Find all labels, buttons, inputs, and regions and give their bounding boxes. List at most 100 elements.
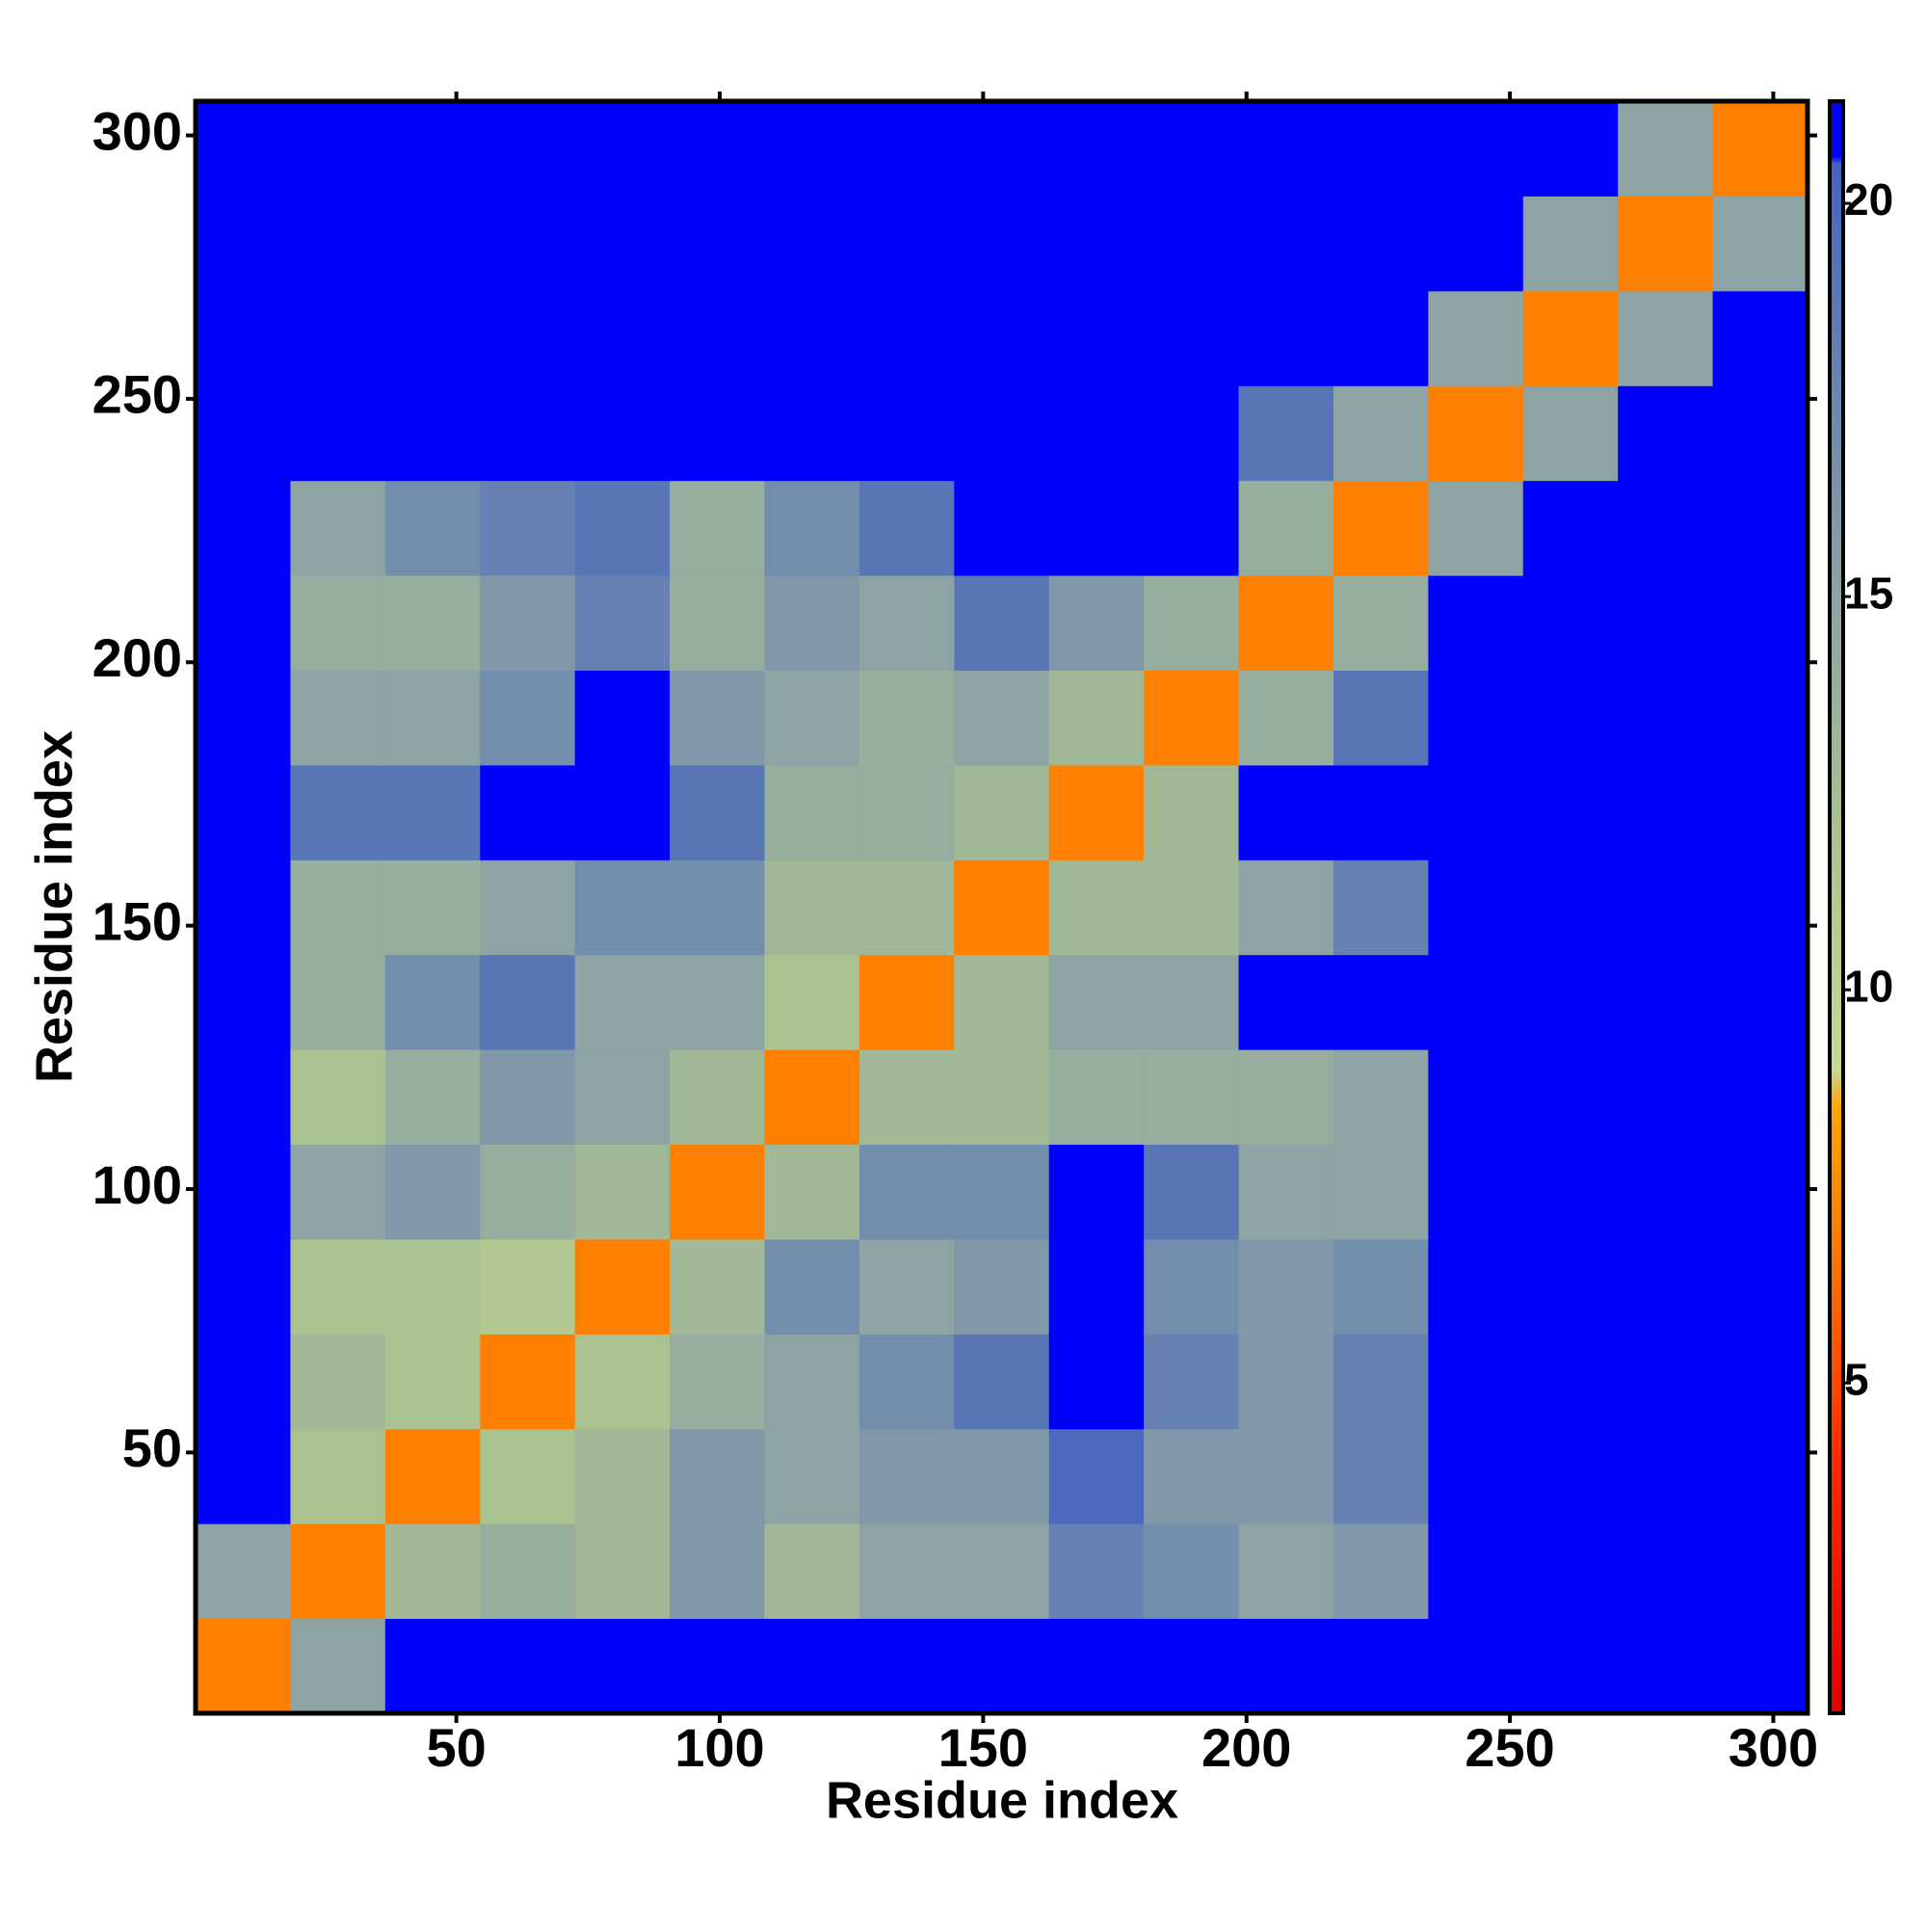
heatmap-cell [1712,1334,1808,1430]
heatmap-cell [480,1049,576,1146]
heatmap-cell [1712,954,1808,1050]
heatmap-cell [1522,1144,1619,1240]
heatmap-cell [1618,575,1714,671]
heatmap-cell [1428,1144,1524,1240]
heatmap-cell [480,670,576,766]
heatmap-cell [1333,575,1429,671]
heatmap-cell [1522,385,1619,482]
heatmap-cell [1428,1334,1524,1430]
heatmap-cell [764,1334,860,1430]
heatmap-cell [858,196,955,292]
heatmap-cell [290,1238,386,1335]
heatmap-cell [954,1618,1050,1714]
heatmap-cell [1618,385,1714,482]
heatmap-cell [1333,385,1429,482]
heatmap-cell [954,1334,1050,1430]
y-tick-label: 50 [122,1417,182,1478]
heatmap-cell [1618,1618,1714,1714]
heatmap-cell [1618,196,1714,292]
heatmap-cell [670,480,765,576]
heatmap-cell [384,1523,481,1620]
heatmap-cell [764,1144,860,1240]
heatmap-cell [196,101,291,197]
heatmap-cell [1048,385,1145,482]
heatmap-cell [480,1144,576,1240]
heatmap-cell [384,1238,481,1335]
heatmap-cell [574,1049,671,1146]
heatmap-cell [1522,1049,1619,1146]
heatmap-cell [1618,1334,1714,1430]
heatmap-cell [384,575,481,671]
heatmap-cell [764,670,860,766]
heatmap-cell [1618,290,1714,386]
heatmap-cell [1333,480,1429,576]
y-axis-title: Residue index [25,730,83,1083]
heatmap-cell [1048,1428,1145,1524]
heatmap-cell [1522,670,1619,766]
heatmap-cell [764,1049,860,1146]
heatmap-cell [954,670,1050,766]
heatmap-cell [1712,196,1808,292]
heatmap-cell [1048,1523,1145,1620]
heatmap-cell [480,385,576,482]
heatmap-cell [384,1618,481,1714]
heatmap-cell [290,1523,386,1620]
heatmap-cell [196,764,291,860]
heatmap-cell [480,101,576,197]
heatmap-cell [764,480,860,576]
colorbar-tick-label: 5 [1844,1354,1869,1404]
heatmap-cell [670,1334,765,1430]
heatmap-cell [670,575,765,671]
heatmap-cell [1144,290,1240,386]
heatmap-cell [1144,954,1240,1050]
heatmap-cell [480,1618,576,1714]
heatmap-cell [196,1334,291,1430]
heatmap-cell [1428,670,1524,766]
heatmap-cell [858,1238,955,1335]
heatmap-cell [764,385,860,482]
heatmap-cell [574,954,671,1050]
heatmap-cell [196,480,291,576]
heatmap-cell [1238,1334,1334,1430]
heatmap-cell [1522,1523,1619,1620]
heatmap-cell [670,954,765,1050]
heatmap-cell [1712,290,1808,386]
heatmap-cell [1238,1144,1334,1240]
heatmap-cell [574,1523,671,1620]
heatmap-cell [764,196,860,292]
heatmap-cell [858,101,955,197]
heatmap-cell [954,764,1050,860]
heatmap-cell [1144,385,1240,482]
heatmap-cell [1618,1428,1714,1524]
heatmap-cell [1048,1334,1145,1430]
heatmap-cell [1144,1618,1240,1714]
heatmap-cell [1428,1618,1524,1714]
heatmap-cell [1048,764,1145,860]
heatmap-cell [1712,1144,1808,1240]
heatmap-cell [1712,385,1808,482]
heatmap-cell [1522,954,1619,1050]
heatmap-cell [290,1428,386,1524]
heatmap-cell [1712,101,1808,197]
heatmap-cell [954,1238,1050,1335]
heatmap-cell [1522,1238,1619,1335]
heatmap-cell [480,764,576,860]
heatmap-cell [1048,1144,1145,1240]
heatmap-cell [670,101,765,197]
heatmap-cell [1144,101,1240,197]
heatmap-cell [574,290,671,386]
heatmap-cell [1428,1428,1524,1524]
heatmap-cell [1428,954,1524,1050]
heatmap-cell [670,196,765,292]
heatmap-cell [480,954,576,1050]
heatmap-cell [858,670,955,766]
heatmap-cell [480,1523,576,1620]
heatmap-cell [1144,1238,1240,1335]
heatmap-cell [1522,290,1619,386]
heatmap-cell [954,954,1050,1050]
heatmap-cell [858,954,955,1050]
heatmap-cell [1712,1428,1808,1524]
heatmap-cell [574,1238,671,1335]
heatmap-cell [1048,1049,1145,1146]
